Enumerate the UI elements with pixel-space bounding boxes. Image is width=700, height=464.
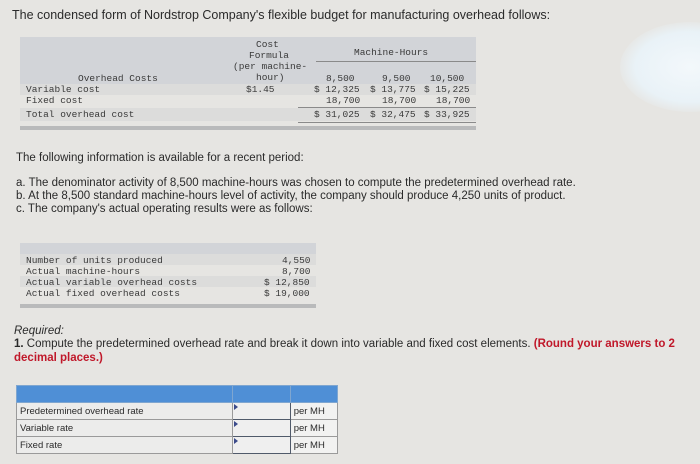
fixed-rate-input[interactable] xyxy=(233,437,290,453)
row-fixed-label: Fixed cost xyxy=(26,95,84,106)
row-variable-label: Variable cost xyxy=(26,84,101,95)
row-value: $ 12,850 xyxy=(264,277,310,288)
cell-value: 18,700 xyxy=(382,95,417,106)
row-label: Actual fixed overhead costs xyxy=(26,288,180,299)
cell-value: $ 15,225 xyxy=(424,84,470,95)
screen-glare xyxy=(620,22,700,112)
info-item-c: c. The company's actual operating result… xyxy=(16,203,313,215)
variable-rate-cell[interactable] xyxy=(232,419,291,437)
cell-value: $ 33,925 xyxy=(424,109,470,120)
row-value: 4,550 xyxy=(282,255,311,266)
row-value: $ 19,000 xyxy=(264,288,310,299)
row-bg xyxy=(20,84,476,95)
level-9500: 9,500 xyxy=(382,73,411,84)
header-overhead-costs: Overhead Costs xyxy=(78,73,158,84)
row-label: Variable rate xyxy=(15,419,234,437)
unit-label: per MH xyxy=(289,402,339,420)
cell-value: 18,700 xyxy=(326,95,361,106)
intro-text: The condensed form of Nordstrop Company'… xyxy=(12,8,551,22)
row-label: Predetermined overhead rate xyxy=(15,402,234,420)
header-cost-formula-1: Cost xyxy=(256,39,279,50)
predetermined-rate-cell[interactable] xyxy=(232,402,291,420)
table-header-bg xyxy=(20,243,316,254)
cell-value: 18,700 xyxy=(436,95,471,106)
cell-value: $ 13,775 xyxy=(370,84,416,95)
row-variable-formula: $1.45 xyxy=(246,84,275,95)
divider xyxy=(298,107,476,108)
input-marker-icon xyxy=(234,404,239,410)
header-cell xyxy=(232,385,291,403)
answer-row-predetermined: Predetermined overhead rate per MH xyxy=(15,402,339,420)
header-cost-formula-2: Formula xyxy=(249,50,289,61)
row-bg xyxy=(20,108,476,121)
flexible-budget-table: Overhead Costs Cost Formula (per machine… xyxy=(20,37,476,130)
level-10500: 10,500 xyxy=(430,73,465,84)
predetermined-rate-input[interactable] xyxy=(233,403,290,419)
required-section: Required: 1. Compute the predetermined o… xyxy=(14,325,698,365)
cell-value: $ 32,475 xyxy=(370,109,416,120)
input-marker-icon xyxy=(234,438,239,444)
rounding-instruction: (Round your answers to 2 decimal places.… xyxy=(14,338,675,364)
fixed-rate-cell[interactable] xyxy=(232,436,291,454)
header-cell xyxy=(15,385,234,403)
row-label: Actual machine-hours xyxy=(26,266,141,277)
level-8500: 8,500 xyxy=(326,73,355,84)
input-marker-icon xyxy=(234,421,239,427)
row-label: Number of units produced xyxy=(26,255,163,266)
unit-label: per MH xyxy=(289,419,339,437)
header-cost-formula-3: (per machine- xyxy=(233,61,308,72)
variable-rate-input[interactable] xyxy=(233,420,290,436)
row-bg xyxy=(20,276,316,287)
header-machine-hours: Machine-Hours xyxy=(354,47,429,58)
row-bg xyxy=(20,254,316,265)
answer-row-variable: Variable rate per MH xyxy=(15,419,339,437)
actual-results-table: Number of units produced 4,550 Actual ma… xyxy=(20,243,316,309)
info-item-a: a. The denominator activity of 8,500 mac… xyxy=(16,177,576,189)
answer-table: Predetermined overhead rate per MH Varia… xyxy=(15,385,339,454)
answer-table-header xyxy=(15,385,339,403)
row-label: Fixed rate xyxy=(15,436,234,454)
row-total-label: Total overhead cost xyxy=(26,109,135,120)
question-text: Compute the predetermined overhead rate … xyxy=(23,338,534,350)
cell-value: $ 31,025 xyxy=(314,109,360,120)
divider xyxy=(316,61,476,62)
table-footer-bar xyxy=(20,126,476,130)
question-1: 1. Compute the predetermined overhead ra… xyxy=(14,337,698,365)
row-value: 8,700 xyxy=(282,266,311,277)
header-cost-formula-4: hour) xyxy=(256,72,285,83)
row-label: Actual variable overhead costs xyxy=(26,277,198,288)
header-cell xyxy=(289,385,339,403)
question-number: 1. xyxy=(14,338,24,350)
answer-row-fixed: Fixed rate per MH xyxy=(15,436,339,454)
cell-value: $ 12,325 xyxy=(314,84,360,95)
info-item-b: b. At the 8,500 standard machine-hours l… xyxy=(16,190,566,202)
info-heading: The following information is available f… xyxy=(16,152,304,164)
unit-label: per MH xyxy=(289,436,339,454)
required-title: Required: xyxy=(14,325,64,337)
table-footer-bar xyxy=(20,304,316,308)
table-header-bg xyxy=(20,37,476,84)
